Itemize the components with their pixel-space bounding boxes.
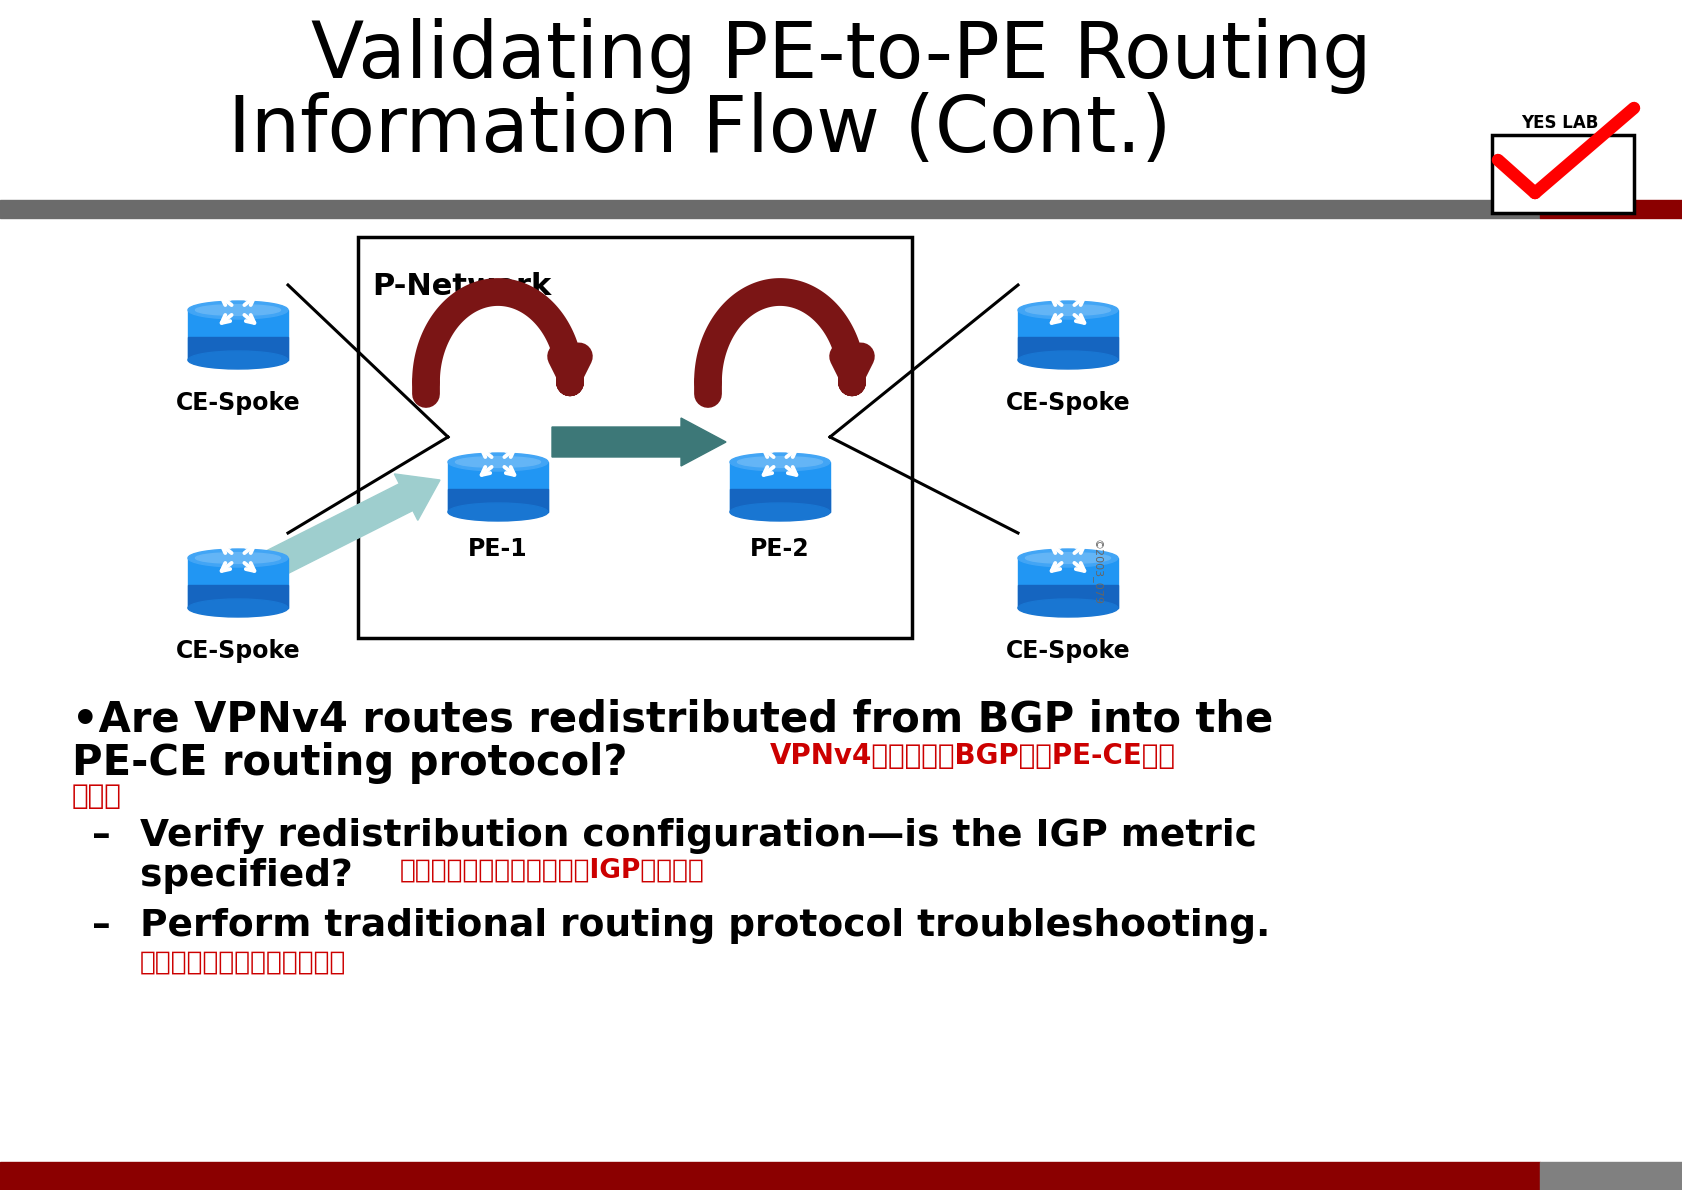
Bar xyxy=(1492,134,1633,213)
Ellipse shape xyxy=(1018,351,1117,369)
Ellipse shape xyxy=(1018,301,1117,319)
Text: Verify redistribution configuration—is the IGP metric: Verify redistribution configuration—is t… xyxy=(140,818,1256,854)
Text: YES LAB: YES LAB xyxy=(1521,114,1598,132)
Bar xyxy=(358,237,912,638)
Text: •Are VPNv4 routes redistributed from BGP into the: •Are VPNv4 routes redistributed from BGP… xyxy=(72,699,1273,740)
Text: –: – xyxy=(93,908,111,944)
Text: Validating PE-to-PE Routing: Validating PE-to-PE Routing xyxy=(311,18,1371,94)
Ellipse shape xyxy=(447,453,548,471)
Ellipse shape xyxy=(1018,599,1117,616)
Bar xyxy=(188,585,288,608)
Bar xyxy=(447,462,548,512)
Ellipse shape xyxy=(188,351,288,369)
Bar xyxy=(188,558,288,608)
Text: CE-Spoke: CE-Spoke xyxy=(1006,639,1130,663)
Text: PE-CE routing protocol?: PE-CE routing protocol? xyxy=(72,743,627,784)
Ellipse shape xyxy=(188,301,288,319)
Text: CE-Spoke: CE-Spoke xyxy=(175,639,299,663)
Bar xyxy=(1018,585,1117,608)
Ellipse shape xyxy=(737,457,822,468)
FancyArrow shape xyxy=(552,418,725,466)
Ellipse shape xyxy=(188,599,288,616)
Ellipse shape xyxy=(730,453,829,471)
Text: PE-1: PE-1 xyxy=(468,537,528,560)
Bar xyxy=(1018,338,1117,361)
Bar xyxy=(0,1161,1539,1190)
Text: specified?: specified? xyxy=(140,858,353,894)
Ellipse shape xyxy=(447,503,548,521)
Text: Information Flow (Cont.): Information Flow (Cont.) xyxy=(229,92,1171,168)
Ellipse shape xyxy=(195,305,281,315)
Bar xyxy=(730,489,829,512)
Bar xyxy=(188,311,288,361)
Text: PE-2: PE-2 xyxy=(750,537,809,560)
Text: VPNv4路由是否从BGP引入PE-CE路由: VPNv4路由是否从BGP引入PE-CE路由 xyxy=(770,743,1176,770)
Ellipse shape xyxy=(195,552,281,563)
Text: –: – xyxy=(93,818,111,854)
FancyArrow shape xyxy=(219,474,439,601)
Bar xyxy=(730,462,829,512)
Bar xyxy=(1539,1161,1682,1190)
Bar xyxy=(1018,558,1117,608)
Text: ©2003_079: ©2003_079 xyxy=(1092,539,1102,605)
Ellipse shape xyxy=(1024,552,1110,563)
Text: 协议？: 协议？ xyxy=(72,782,121,810)
Text: Perform traditional routing protocol troubleshooting.: Perform traditional routing protocol tro… xyxy=(140,908,1270,944)
Text: 验证重新分配配置是指定的IGP度量吗？: 验证重新分配配置是指定的IGP度量吗？ xyxy=(400,858,705,884)
Ellipse shape xyxy=(730,503,829,521)
Text: CE-Spoke: CE-Spoke xyxy=(1006,392,1130,415)
Ellipse shape xyxy=(456,457,540,468)
Ellipse shape xyxy=(1024,305,1110,315)
Bar xyxy=(0,200,1539,218)
Text: CE-Spoke: CE-Spoke xyxy=(175,392,299,415)
Bar xyxy=(1539,200,1682,218)
Ellipse shape xyxy=(1018,549,1117,566)
Text: P-Network: P-Network xyxy=(372,273,552,301)
Bar xyxy=(188,338,288,361)
Ellipse shape xyxy=(188,549,288,566)
Text: 执行传统路由协议故障排除。: 执行传统路由协议故障排除。 xyxy=(140,950,346,976)
Bar xyxy=(1018,311,1117,361)
Bar xyxy=(447,489,548,512)
